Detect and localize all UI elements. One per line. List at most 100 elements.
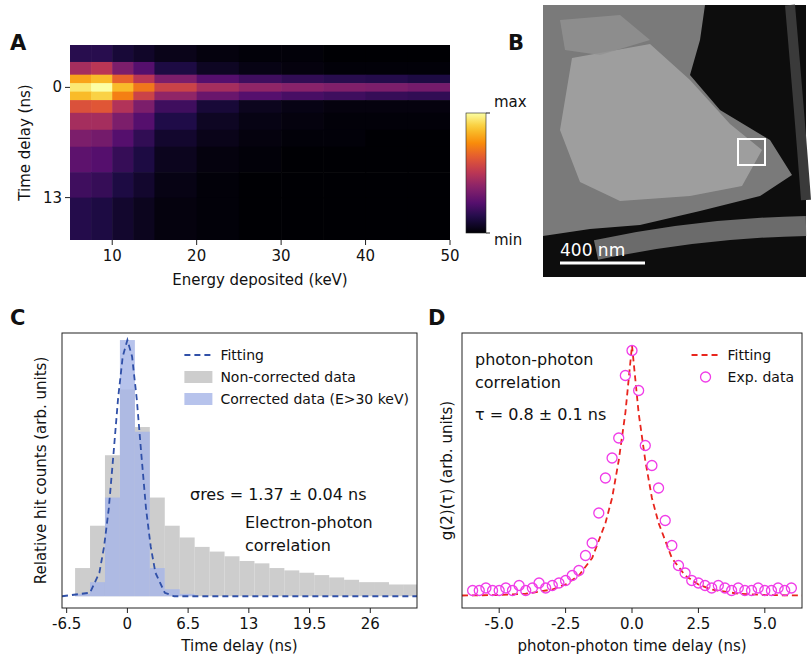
heatmap-cell [408, 83, 450, 92]
heatmap-cell [112, 198, 134, 240]
x-tick-label: 6.5 [176, 615, 200, 633]
particle-core [560, 44, 762, 201]
heatmap-cell [133, 100, 155, 113]
histogram-bar [254, 563, 269, 596]
data-point [766, 586, 776, 596]
heatmap-cell [366, 92, 409, 101]
histogram-bar [389, 584, 404, 596]
heatmap-cell [154, 75, 197, 84]
x-tick [698, 608, 699, 613]
heatmap-cell [197, 45, 240, 63]
heatmap-cell [366, 83, 409, 92]
heatmap-cell [323, 92, 366, 101]
heatmap-cell [154, 62, 197, 75]
x-tick-label: 0 [123, 615, 133, 633]
heatmap-cell [197, 113, 240, 131]
heatmap-cell [281, 147, 324, 173]
heatmap-cell [70, 100, 92, 113]
heatmap-cell [323, 113, 366, 131]
heatmap-cell [91, 172, 113, 198]
heatmap-cell [70, 45, 92, 63]
x-tick [66, 608, 67, 613]
particle-detail [560, 15, 650, 55]
heatmap-cell [112, 45, 134, 63]
y-axis-title: g(2)(τ) (arb. units) [438, 401, 456, 540]
panel-letter: C [10, 306, 25, 330]
colorbar-tick [486, 113, 490, 114]
x-tick [309, 608, 310, 613]
x-tick-label: -5.0 [485, 615, 514, 633]
data-point [647, 461, 657, 471]
plot-area [70, 45, 450, 240]
data-point [547, 581, 557, 591]
x-axis-title: photon-photon time delay (ns) [517, 637, 746, 655]
x-tick-label: 13 [239, 615, 258, 633]
x-tick [370, 608, 371, 613]
data-point [693, 578, 703, 588]
support-film [596, 226, 806, 250]
data-point [727, 586, 737, 596]
heatmap-cell [323, 130, 366, 148]
heatmap-cell [91, 92, 113, 101]
data-point [667, 541, 677, 551]
legend: FittingExp. data [692, 347, 794, 385]
legend-swatch [701, 372, 711, 382]
heatmap-cell [197, 83, 240, 92]
heatmap-cell [112, 113, 134, 131]
data-point [581, 551, 591, 561]
data-point [640, 441, 650, 451]
x-tick [248, 608, 249, 613]
heatmap-cell [70, 147, 92, 173]
histogram-bar [120, 340, 135, 596]
histogram-bar [210, 552, 225, 597]
legend: FittingNon-corrected dataCorrected data … [184, 347, 409, 407]
panel-letter: A [10, 31, 27, 55]
heatmap-cell [239, 172, 282, 198]
data-point [707, 583, 717, 593]
data-point [514, 581, 524, 591]
heatmap-cell [323, 172, 366, 198]
heatmap-cell [323, 147, 366, 173]
heatmap-cell [281, 130, 324, 148]
edge [790, 5, 806, 200]
legend-label: Fitting [220, 347, 264, 363]
heatmap-cell [197, 147, 240, 173]
heatmap-cell [70, 62, 92, 75]
histogram-bar [165, 526, 180, 597]
data-point [501, 583, 511, 593]
heatmap-cell [239, 45, 282, 63]
heatmap-cell [91, 75, 113, 84]
heatmap-cell [133, 62, 155, 75]
heatmap-cell [239, 62, 282, 75]
heatmap-cell [323, 62, 366, 75]
heatmap-cell [91, 62, 113, 75]
heatmap-cell [70, 83, 92, 92]
plot-area [462, 346, 802, 596]
heatmap-cell [408, 147, 450, 173]
histogram-bar [105, 455, 120, 596]
figure: 1020304050013Energy deposited (keV)Time … [0, 0, 812, 660]
x-tick [764, 608, 765, 613]
heatmap-cell [70, 172, 92, 198]
heatmap-cell [408, 130, 450, 148]
heatmap-cell [366, 75, 409, 84]
heatmap-cell [91, 130, 113, 148]
data-point [574, 566, 584, 576]
heatmap-cell [133, 172, 155, 198]
heatmap-cell [239, 92, 282, 101]
heatmap-cell [366, 147, 409, 173]
data-point [521, 586, 531, 596]
heatmap-cell [281, 172, 324, 198]
heatmap-cell [133, 45, 155, 63]
data-point [527, 583, 537, 593]
y-tick [65, 87, 70, 88]
y-tick [65, 197, 70, 198]
heatmap-cell [239, 83, 282, 92]
plot-frame [462, 333, 802, 608]
x-axis-title: Energy deposited (keV) [172, 271, 347, 289]
x-tick-label: 30 [272, 247, 291, 265]
heatmap-cell [197, 172, 240, 198]
heatmap-cell [408, 172, 450, 198]
legend-swatch [184, 354, 212, 356]
heatmap-cell [323, 83, 366, 92]
